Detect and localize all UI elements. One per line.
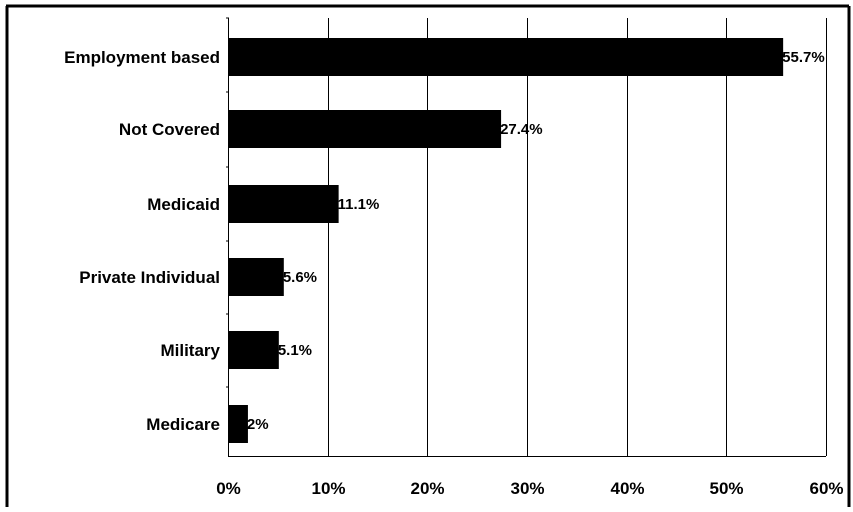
data-label: 55.7%	[782, 49, 825, 66]
category-label: Military	[160, 341, 220, 360]
category-label: Private Individual	[79, 268, 220, 287]
bar	[228, 258, 284, 296]
data-label: 27.4%	[500, 121, 543, 138]
bar	[228, 38, 784, 76]
x-tick-label: 30%	[510, 479, 544, 498]
category-label: Employment based	[64, 48, 220, 67]
x-tick-label: 20%	[410, 479, 444, 498]
bar	[228, 331, 279, 369]
bar	[228, 110, 502, 148]
category-label: Medicaid	[147, 195, 220, 214]
data-label: 2%	[247, 416, 269, 433]
category-label: Not Covered	[119, 120, 220, 139]
bar	[228, 405, 248, 443]
x-tick-label: 60%	[809, 479, 843, 498]
x-tick-label: 40%	[610, 479, 644, 498]
data-label: 5.1%	[278, 342, 312, 359]
data-label: 5.6%	[283, 269, 317, 286]
bar	[228, 185, 339, 223]
x-tick-label: 10%	[311, 479, 345, 498]
x-tick-label: 50%	[709, 479, 743, 498]
data-label: 11.1%	[338, 196, 380, 213]
category-label: Medicare	[146, 415, 220, 434]
x-tick-label: 0%	[216, 479, 241, 498]
